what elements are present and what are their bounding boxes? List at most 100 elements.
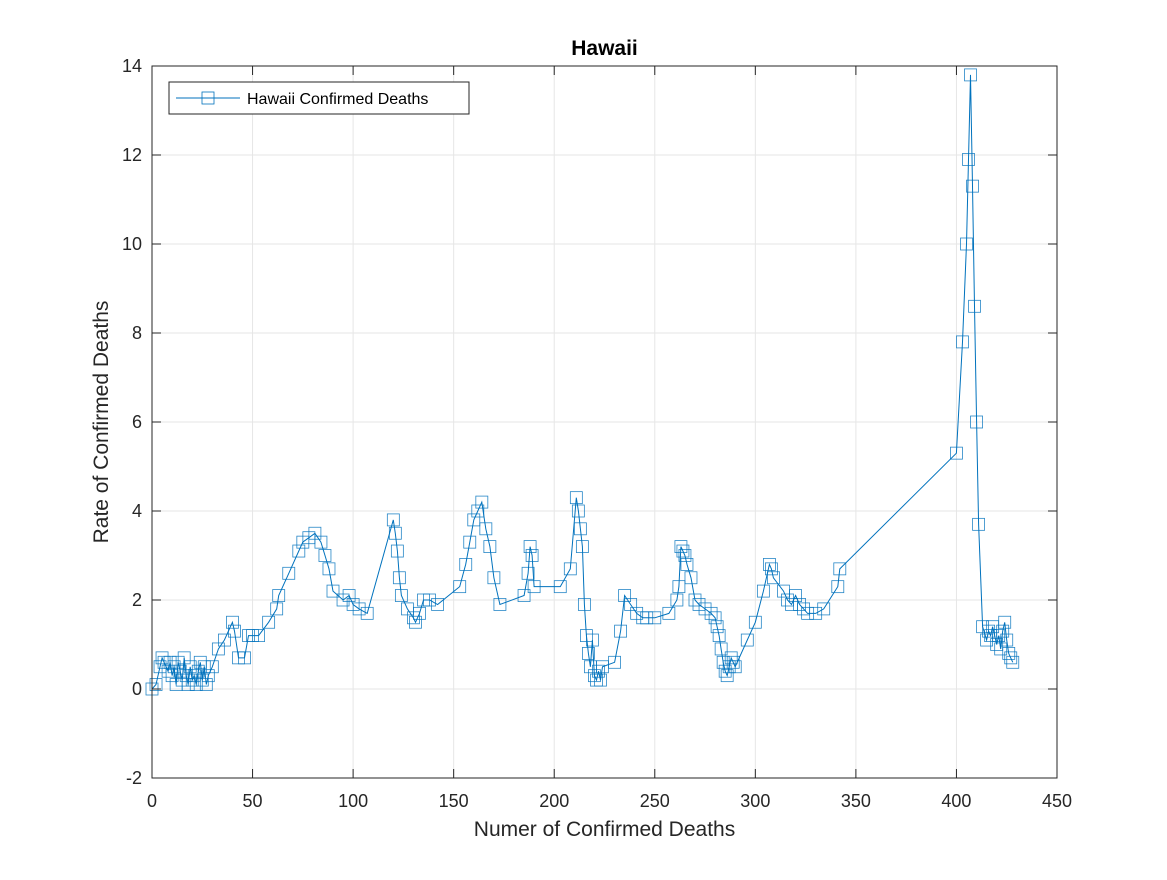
data-point-marker (972, 517, 985, 531)
x-tick-label: 200 (539, 791, 569, 811)
data-point-marker (205, 660, 219, 674)
data-point-marker (282, 566, 296, 580)
data-point-marker (962, 153, 975, 166)
data-point-marker (982, 624, 996, 638)
data-point-marker (708, 611, 722, 625)
data-point-marker (563, 562, 577, 576)
data-point-marker (292, 544, 306, 558)
data-point-marker (763, 558, 776, 571)
data-point-marker (262, 615, 276, 629)
legend-label: Hawaii Confirmed Deaths (247, 91, 428, 108)
data-point-marker (992, 629, 1006, 642)
data-point-marker (614, 624, 627, 638)
legend-square-marker-icon (201, 91, 215, 105)
data-point-marker (964, 68, 977, 82)
y-tick-label: 6 (132, 412, 142, 432)
x-tick-label: 0 (147, 791, 157, 811)
data-point-marker (1002, 647, 1016, 660)
data-point-marker (493, 598, 507, 611)
data-point-marker (831, 580, 845, 594)
data-point-marker (517, 589, 531, 602)
data-point-marker (569, 491, 583, 505)
data-point-marker (322, 562, 336, 576)
data-point-marker (833, 562, 847, 576)
data-point-marker (674, 540, 688, 553)
data-point-marker (525, 549, 539, 562)
data-point-marker (726, 655, 740, 669)
data-point-marker (718, 664, 732, 678)
data-point-marker (553, 580, 567, 594)
data-point-marker (684, 571, 698, 585)
data-point-marker (793, 598, 806, 611)
y-tick-label: 12 (122, 145, 142, 165)
data-point-marker (392, 571, 406, 585)
data-point-marker (571, 504, 585, 518)
data-point-marker (678, 549, 692, 562)
data-point-marker (712, 629, 726, 642)
data-point-marker (463, 535, 477, 549)
data-point-marker (998, 615, 1012, 629)
data-point-marker (352, 602, 366, 616)
data-point-marker (270, 602, 284, 616)
data-point-marker (676, 544, 690, 558)
data-point-marker (809, 606, 823, 620)
data-point-marker (197, 660, 211, 674)
data-point-marker (672, 580, 686, 594)
data-point-marker (710, 620, 724, 634)
x-tick-label: 250 (640, 791, 670, 811)
data-point-marker (475, 495, 489, 509)
x-axis-label: Numer of Confirmed Deaths (474, 818, 735, 841)
data-point-marker (586, 633, 599, 647)
data-point-marker (704, 606, 718, 620)
data-point-marker (390, 544, 404, 558)
data-point-marker (342, 589, 356, 602)
data-point-marker (720, 669, 734, 683)
data-point-marker (201, 669, 215, 683)
data-point-marker (187, 669, 201, 683)
data-point-marker (608, 655, 621, 669)
series-layer (145, 68, 1020, 696)
data-point-marker (1000, 633, 1014, 647)
data-point-marker (521, 566, 535, 580)
data-point-marker (577, 598, 591, 611)
data-point-marker (740, 633, 754, 647)
chart-title: Hawaii (571, 37, 638, 60)
data-point-marker (165, 669, 179, 683)
data-point-marker (996, 624, 1010, 638)
data-point-marker (575, 540, 589, 553)
data-point-marker (471, 504, 485, 518)
data-point-marker (487, 571, 501, 585)
data-point-marker (318, 549, 332, 562)
data-point-marker (453, 580, 467, 594)
data-point-marker (688, 593, 702, 607)
x-tick-label: 450 (1042, 791, 1072, 811)
data-point-marker (680, 558, 694, 571)
data-point-marker (479, 522, 493, 536)
x-tick-label: 100 (338, 791, 368, 811)
data-point-marker (748, 615, 762, 629)
data-point-marker (950, 446, 963, 460)
data-point-marker (662, 606, 676, 620)
data-point-marker (314, 535, 328, 549)
data-point-marker (467, 513, 481, 527)
y-tick-label: 14 (122, 56, 142, 76)
data-point-marker (594, 673, 607, 687)
data-point-marker (252, 629, 265, 642)
data-point-marker (527, 580, 541, 594)
data-point-marker (413, 606, 426, 620)
data-point-marker (960, 237, 973, 251)
data-point-marker (801, 606, 815, 620)
data-point-marker (970, 415, 983, 429)
data-point-marker (199, 678, 213, 691)
y-tick-label: -2 (126, 768, 142, 788)
data-point-marker (409, 615, 422, 629)
data-point-marker (386, 513, 400, 527)
data-point-marker (431, 598, 444, 611)
x-tick-label: 350 (841, 791, 871, 811)
data-point-marker (756, 584, 770, 598)
data-point-marker (670, 593, 684, 607)
x-tick-label: 150 (439, 791, 469, 811)
